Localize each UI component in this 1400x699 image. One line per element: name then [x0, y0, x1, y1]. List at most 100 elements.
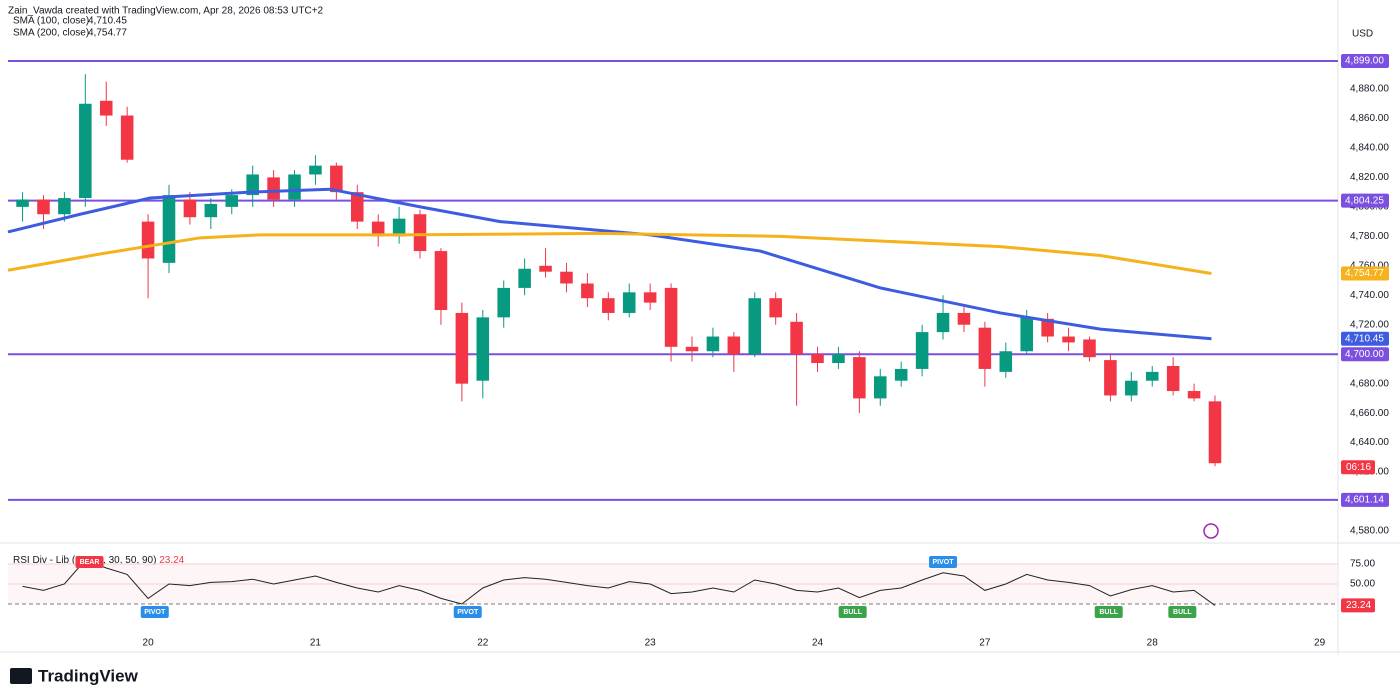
countdown: 06:16: [1346, 462, 1371, 473]
countdown-box: [1341, 460, 1375, 475]
candle-body: [1083, 339, 1096, 358]
level-label: 4,700.00: [1345, 349, 1384, 360]
candle-body: [225, 195, 239, 207]
candle-body: [999, 351, 1013, 372]
candle-body: [497, 287, 510, 318]
level-label-box: [1341, 347, 1389, 362]
signal-box: [453, 606, 482, 618]
x-tick-label: 21: [310, 638, 322, 649]
signal-box: [838, 606, 867, 618]
signal-box: [1094, 606, 1123, 618]
sma-label-box: [1341, 331, 1389, 346]
signal-box: [140, 606, 169, 618]
signal-box: [1168, 606, 1197, 618]
level-label: 4,899.00: [1345, 56, 1384, 67]
candle-body: [16, 199, 29, 207]
y-tick-label: 4,740.00: [1350, 290, 1389, 301]
sma-label-box: [1341, 266, 1389, 281]
candle-body: [853, 357, 866, 399]
y-tick-label: 4,780.00: [1350, 231, 1389, 242]
candle-body: [330, 165, 343, 193]
legend-value: 4,754.77: [88, 28, 127, 39]
x-tick-label: 27: [979, 638, 991, 649]
level-label: 4,804.25: [1345, 195, 1384, 206]
signal-label: BEAR: [80, 559, 100, 566]
y-tick-label: 4,880.00: [1350, 84, 1389, 95]
y-tick-label: 4,820.00: [1350, 172, 1389, 183]
candle-body: [915, 332, 929, 369]
sma-line: [7, 231, 1212, 275]
candle-body: [1187, 391, 1201, 399]
rsi-value-label: 23.24: [1346, 600, 1371, 611]
candle-body: [79, 103, 92, 199]
y-tick-label: 4,860.00: [1350, 113, 1389, 124]
candle-body: [58, 198, 71, 215]
candle-body: [790, 321, 803, 355]
y-tick-label: 4,840.00: [1350, 143, 1389, 154]
y-tick-label: 4,680.00: [1350, 378, 1389, 389]
signal-label: BULL: [843, 609, 862, 616]
candle-body: [1166, 365, 1180, 392]
candle-body: [769, 298, 782, 318]
candle-body: [392, 218, 406, 237]
candle-body: [476, 317, 490, 381]
candle-body: [957, 312, 971, 325]
candle-body: [309, 165, 322, 175]
candle-body: [288, 174, 301, 200]
candle-body: [434, 251, 448, 311]
legend-name: SMA (200, close): [13, 28, 89, 39]
y-tick-label: 4,580.00: [1350, 526, 1389, 537]
candle-body: [141, 221, 155, 259]
sma-label: 4,710.45: [1345, 333, 1384, 344]
alert-icon[interactable]: [1203, 523, 1219, 539]
signal-label: BULL: [1173, 609, 1192, 616]
x-tick-label: 28: [1147, 638, 1159, 649]
candle-body: [664, 287, 678, 347]
logo-icon: [10, 668, 32, 684]
level-label-box: [1341, 193, 1389, 208]
candle-body: [1104, 360, 1117, 396]
candle-body: [811, 354, 824, 364]
x-tick-label: 24: [812, 638, 824, 649]
x-tick-label: 20: [143, 638, 155, 649]
candle-body: [748, 298, 762, 355]
candle-body: [1145, 371, 1159, 381]
rsi-tick-label: 75.00: [1350, 559, 1375, 570]
rsi-line: [22, 559, 1216, 606]
candle-body: [183, 199, 197, 218]
candle-body: [37, 199, 50, 215]
rsi-tick-label: 50.00: [1350, 579, 1375, 590]
signal-label: PIVOT: [144, 609, 166, 616]
candle-body: [455, 312, 469, 384]
x-tick-label: 23: [645, 638, 657, 649]
y-tick-label: 4,640.00: [1350, 437, 1389, 448]
signal-label: PIVOT: [457, 609, 479, 616]
level-label-box: [1341, 492, 1389, 507]
candle-body: [1062, 336, 1075, 343]
signal-label: BULL: [1099, 609, 1118, 616]
candle-body: [120, 115, 134, 160]
y-tick-label: 4,760.00: [1350, 260, 1389, 271]
candle-body: [622, 292, 636, 313]
y-tick-label: 4,660.00: [1350, 408, 1389, 419]
candle-body: [560, 271, 573, 284]
candle-body: [727, 336, 741, 355]
x-tick-label: 22: [477, 638, 489, 649]
candle-body: [936, 312, 950, 333]
currency: USD: [1352, 29, 1373, 40]
candle-body: [99, 100, 113, 116]
candle-body: [1208, 401, 1222, 464]
candle-body: [978, 327, 992, 369]
level-label-box: [1341, 54, 1389, 69]
x-tick-label: 29: [1314, 638, 1326, 649]
signal-label: PIVOT: [933, 559, 955, 566]
candle-body: [1020, 317, 1033, 352]
level-label: 4,601.14: [1345, 494, 1384, 505]
signal-box: [75, 556, 104, 568]
candle-body: [602, 298, 615, 313]
legend-name: SMA (100, close): [13, 16, 89, 27]
candle-body: [894, 368, 908, 381]
candle-body: [246, 174, 259, 196]
candle-body: [1125, 380, 1138, 396]
